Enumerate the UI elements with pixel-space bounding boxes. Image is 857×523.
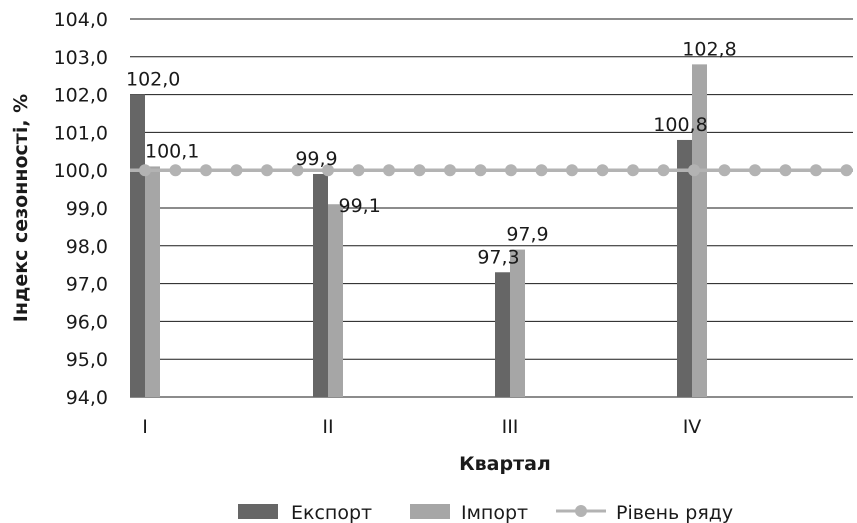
y-tick-label: 98,0 [66,236,108,258]
legend-label-series-level: Рівень ряду [616,502,733,523]
series-level-marker [718,164,731,177]
x-axis-title: Квартал [459,453,551,475]
series-level-marker [627,164,639,177]
series-level-marker [322,164,334,177]
y-tick-label: 96,0 [66,311,108,333]
bar-import-IV [692,64,707,398]
series-level-marker [840,164,853,177]
bar-import-III [510,249,525,397]
y-tick-label: 103,0 [54,47,108,69]
y-tick-label: 97,0 [66,274,108,296]
bar-export-II [313,173,328,397]
x-axis-ticks: I II III IV [142,416,701,438]
series-level-marker [779,164,792,177]
bar-import-II [328,204,343,397]
series-level-marker [444,164,456,177]
y-tick-label: 101,0 [54,122,108,144]
x-tick-label: IV [683,416,702,438]
legend-swatch-export [238,504,278,519]
y-tick-label: 95,0 [66,349,108,371]
series-level-marker [505,164,517,177]
series-level-marker [230,164,243,177]
y-tick-label: 100,0 [54,160,108,182]
y-tick-label: 104,0 [54,9,108,31]
y-tick-label: 94,0 [66,387,108,409]
data-label-import-III: 97,9 [506,224,548,246]
gridlines [130,18,853,398]
bar-export-I [130,94,145,397]
series-level-marker [566,164,578,177]
data-labels: 102,0 99,9 97,3 100,8 100,1 99,1 97,9 102,8 [126,38,737,268]
bar-export-IV [677,139,692,397]
data-label-import-I: 100,1 [145,140,199,162]
data-label-import-IV: 102,8 [682,38,736,60]
series-level-marker [596,164,609,177]
series-level-marker [688,164,700,177]
series-level-marker [352,164,365,177]
series-level-marker [413,164,426,177]
y-tick-label: 99,0 [66,198,108,220]
reference-line [130,164,853,177]
bar-import-I [145,166,160,397]
series-level-marker [810,164,822,177]
data-label-export-IV: 100,8 [653,114,707,136]
bar-export-III [495,272,510,397]
series-level-marker [200,164,212,177]
bars [130,64,707,398]
data-label-export-III: 97,3 [477,246,519,268]
x-tick-label: III [502,416,519,438]
series-level-marker [139,164,151,177]
series-level-marker [383,164,395,177]
legend-swatch-series-level-marker [575,505,587,517]
series-level-marker [535,164,548,177]
series-level-marker [749,164,761,177]
data-label-export-II: 99,9 [295,148,337,170]
legend-label-import: Імпорт [461,502,528,523]
x-tick-label: II [322,416,333,438]
y-tick-label: 102,0 [54,85,108,107]
y-axis-ticks: 94,0 95,0 96,0 97,0 98,0 99,0 100,0 101,0 102,0 1… [54,9,108,409]
series-level-marker [261,164,273,177]
series-level-marker [657,164,670,177]
series-level-marker [169,164,182,177]
x-tick-label: I [142,416,148,438]
legend: Експорт Імпорт Рівень ряду [238,502,733,523]
y-axis-title: Індекс сезонності, % [10,94,32,322]
data-label-import-II: 99,1 [339,195,381,217]
legend-swatch-import [410,504,450,519]
series-level-marker [291,164,304,177]
series-level-marker [474,164,487,177]
data-label-export-I: 102,0 [126,69,180,91]
legend-label-export: Експорт [291,502,372,523]
